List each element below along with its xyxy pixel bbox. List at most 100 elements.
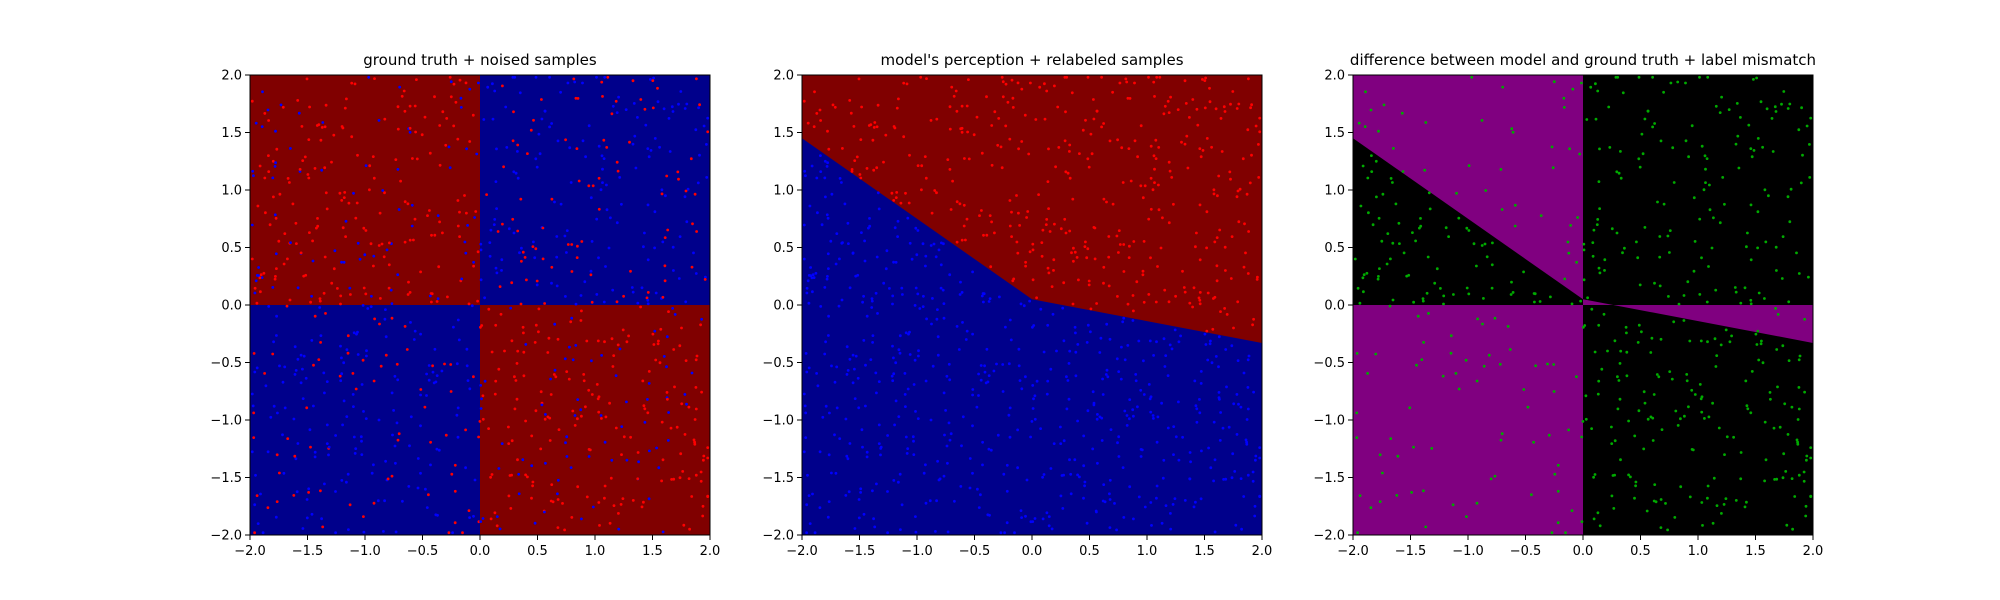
data-point xyxy=(354,387,358,391)
data-point xyxy=(260,276,264,279)
data-point xyxy=(948,168,952,171)
data-point xyxy=(1808,176,1812,179)
data-point xyxy=(823,159,827,163)
y-tick-label: −0.5 xyxy=(762,356,794,371)
data-point xyxy=(1205,210,1209,214)
data-point xyxy=(477,81,480,85)
data-point xyxy=(581,81,584,85)
data-point xyxy=(599,188,603,192)
data-point xyxy=(274,161,277,165)
data-point xyxy=(383,317,387,321)
data-point xyxy=(996,433,1000,437)
data-point xyxy=(1457,216,1461,220)
data-point xyxy=(603,484,607,488)
data-point xyxy=(517,492,521,496)
data-point xyxy=(372,264,375,268)
data-point xyxy=(1646,417,1650,421)
data-point xyxy=(1230,476,1234,480)
data-point xyxy=(1754,332,1758,336)
data-point xyxy=(654,291,658,295)
data-point xyxy=(948,438,952,442)
data-point xyxy=(274,515,278,519)
data-point xyxy=(408,291,412,294)
data-point xyxy=(493,511,497,515)
data-point xyxy=(301,397,305,400)
data-point xyxy=(390,391,394,395)
data-point xyxy=(263,176,267,180)
data-point xyxy=(1010,78,1014,82)
data-point xyxy=(1212,192,1216,196)
data-point xyxy=(339,294,343,298)
data-point xyxy=(425,372,428,376)
data-point xyxy=(1797,358,1801,362)
data-point xyxy=(324,103,328,107)
data-point xyxy=(987,300,991,303)
data-point xyxy=(1222,478,1225,481)
data-point xyxy=(289,241,292,245)
data-point xyxy=(255,366,259,370)
data-point xyxy=(591,505,595,509)
data-point xyxy=(1511,291,1515,294)
region-mismatch-right-wedge xyxy=(1583,299,1813,343)
data-point xyxy=(802,99,806,103)
data-point xyxy=(891,302,894,306)
data-point xyxy=(1788,102,1792,106)
data-point xyxy=(501,84,504,88)
data-point xyxy=(1023,113,1027,117)
y-tick-label: 0.5 xyxy=(221,241,242,256)
data-point xyxy=(1564,531,1567,535)
data-point xyxy=(479,248,483,252)
data-point xyxy=(1198,398,1201,401)
data-point xyxy=(514,171,518,175)
data-point xyxy=(1155,75,1159,79)
data-point xyxy=(848,286,852,290)
data-point xyxy=(979,364,983,367)
data-point xyxy=(250,392,254,396)
data-point xyxy=(661,240,665,244)
data-point xyxy=(640,286,644,290)
data-point xyxy=(1139,448,1143,451)
data-point xyxy=(1775,477,1779,481)
data-point xyxy=(671,307,674,310)
data-point xyxy=(1420,358,1424,361)
data-point xyxy=(1364,90,1367,94)
data-point xyxy=(647,497,651,501)
data-point xyxy=(1410,491,1413,494)
data-point xyxy=(415,78,418,81)
data-point xyxy=(274,275,277,278)
data-point xyxy=(1693,240,1697,243)
data-point xyxy=(398,85,402,89)
data-point xyxy=(1653,122,1656,125)
data-point xyxy=(556,526,560,529)
data-point xyxy=(510,281,514,285)
data-point xyxy=(1752,78,1755,81)
data-point xyxy=(1662,90,1665,94)
data-point xyxy=(346,472,350,476)
data-point xyxy=(621,497,625,500)
data-point xyxy=(1199,370,1203,373)
data-point xyxy=(300,125,304,128)
y-tick-label: 2.0 xyxy=(221,69,242,84)
data-point xyxy=(810,276,814,280)
data-point xyxy=(1087,283,1091,287)
data-point xyxy=(1381,471,1384,475)
data-point xyxy=(1022,304,1026,308)
data-point xyxy=(1046,266,1050,270)
data-point xyxy=(1809,495,1813,498)
data-point xyxy=(896,219,900,223)
data-point xyxy=(574,344,578,347)
data-point xyxy=(340,125,344,128)
data-point xyxy=(1666,234,1670,238)
data-point xyxy=(984,381,988,385)
data-point xyxy=(541,226,545,230)
data-point xyxy=(301,159,305,163)
data-point xyxy=(1254,454,1258,458)
data-point xyxy=(806,121,810,125)
data-point xyxy=(1773,105,1777,109)
data-point xyxy=(1618,362,1622,365)
data-point xyxy=(1224,348,1228,351)
data-point xyxy=(261,531,265,535)
data-point xyxy=(345,480,348,484)
data-point xyxy=(534,409,538,413)
data-point xyxy=(1116,441,1119,445)
